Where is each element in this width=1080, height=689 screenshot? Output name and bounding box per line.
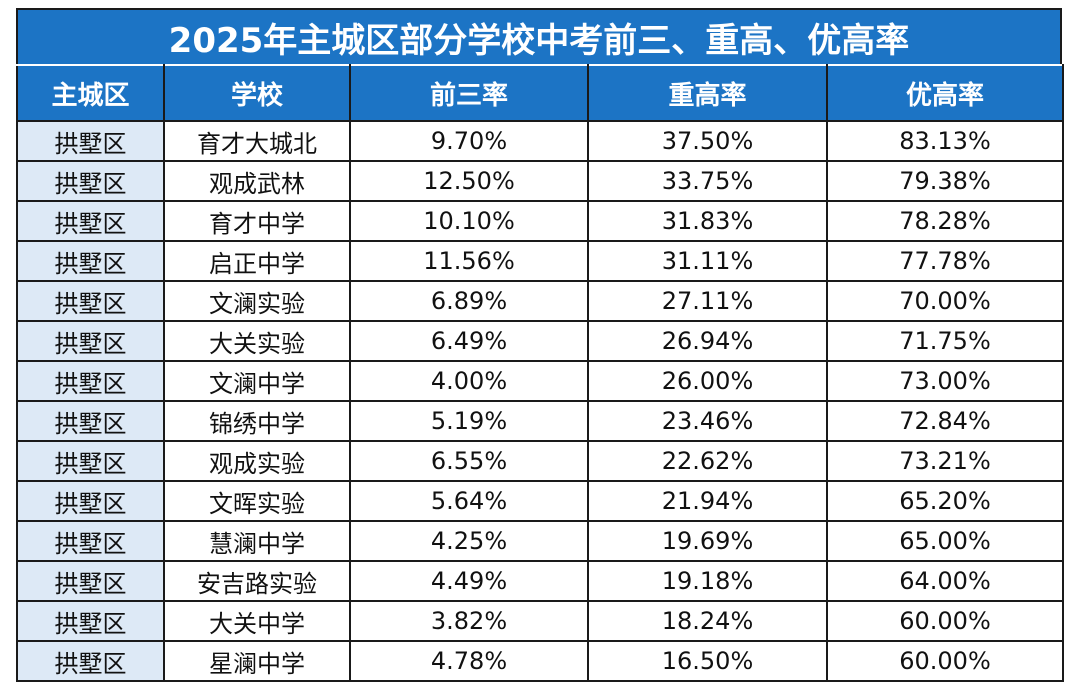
key-high-rate-cell: 22.62% (587, 440, 828, 482)
quality-high-rate-cell: 64.00% (826, 560, 1064, 602)
quality-high-rate-cell: 83.13% (826, 120, 1064, 162)
table-row: 拱墅区 锦绣中学 5.19% 23.46% 72.84% (16, 400, 1064, 442)
column-header-top3-rate: 前三率 (349, 64, 589, 122)
quality-high-rate-cell: 71.75% (826, 320, 1064, 362)
column-header-school: 学校 (163, 64, 351, 122)
top3-rate-cell: 6.49% (349, 320, 589, 362)
report-card: 2025年主城区部分学校中考前三、重高、优高率 主城区 学校 前三率 重高率 优… (16, 8, 1064, 682)
district-cell: 拱墅区 (16, 400, 165, 442)
district-cell: 拱墅区 (16, 120, 165, 162)
table-row: 拱墅区 育才大城北 9.70% 37.50% 83.13% (16, 120, 1064, 162)
district-cell: 拱墅区 (16, 560, 165, 602)
table-row: 拱墅区 星澜中学 4.78% 16.50% 60.00% (16, 640, 1064, 682)
quality-high-rate-cell: 72.84% (826, 400, 1064, 442)
top3-rate-cell: 5.19% (349, 400, 589, 442)
quality-high-rate-cell: 65.20% (826, 480, 1064, 522)
district-cell: 拱墅区 (16, 480, 165, 522)
top3-rate-cell: 4.25% (349, 520, 589, 562)
key-high-rate-cell: 26.00% (587, 360, 828, 402)
district-cell: 拱墅区 (16, 640, 165, 682)
table-row: 拱墅区 大关中学 3.82% 18.24% 60.00% (16, 600, 1064, 642)
school-cell: 文澜中学 (163, 360, 351, 402)
quality-high-rate-cell: 79.38% (826, 160, 1064, 202)
district-cell: 拱墅区 (16, 280, 165, 322)
quality-high-rate-cell: 78.28% (826, 200, 1064, 242)
school-cell: 慧澜中学 (163, 520, 351, 562)
school-cell: 观成武林 (163, 160, 351, 202)
quality-high-rate-cell: 70.00% (826, 280, 1064, 322)
quality-high-rate-cell: 73.21% (826, 440, 1064, 482)
column-header-quality-high-rate: 优高率 (826, 64, 1064, 122)
school-cell: 育才中学 (163, 200, 351, 242)
district-cell: 拱墅区 (16, 600, 165, 642)
school-cell: 文晖实验 (163, 480, 351, 522)
top3-rate-cell: 4.49% (349, 560, 589, 602)
table-header-row: 主城区 学校 前三率 重高率 优高率 (16, 64, 1064, 122)
column-header-district: 主城区 (16, 64, 165, 122)
quality-high-rate-cell: 73.00% (826, 360, 1064, 402)
key-high-rate-cell: 18.24% (587, 600, 828, 642)
school-cell: 观成实验 (163, 440, 351, 482)
key-high-rate-cell: 27.11% (587, 280, 828, 322)
rates-table: 主城区 学校 前三率 重高率 优高率 拱墅区 育才大城北 9.70% 37.50… (16, 64, 1064, 682)
table-row: 拱墅区 文晖实验 5.64% 21.94% 65.20% (16, 480, 1064, 522)
district-cell: 拱墅区 (16, 440, 165, 482)
key-high-rate-cell: 19.18% (587, 560, 828, 602)
district-cell: 拱墅区 (16, 240, 165, 282)
quality-high-rate-cell: 77.78% (826, 240, 1064, 282)
key-high-rate-cell: 26.94% (587, 320, 828, 362)
column-header-key-high-rate: 重高率 (587, 64, 828, 122)
school-cell: 星澜中学 (163, 640, 351, 682)
key-high-rate-cell: 31.83% (587, 200, 828, 242)
school-cell: 启正中学 (163, 240, 351, 282)
district-cell: 拱墅区 (16, 520, 165, 562)
top3-rate-cell: 12.50% (349, 160, 589, 202)
school-cell: 文澜实验 (163, 280, 351, 322)
top3-rate-cell: 9.70% (349, 120, 589, 162)
page-title: 2025年主城区部分学校中考前三、重高、优高率 (16, 8, 1062, 64)
table-row: 拱墅区 文澜实验 6.89% 27.11% 70.00% (16, 280, 1064, 322)
key-high-rate-cell: 37.50% (587, 120, 828, 162)
key-high-rate-cell: 16.50% (587, 640, 828, 682)
school-cell: 大关实验 (163, 320, 351, 362)
table-row: 拱墅区 大关实验 6.49% 26.94% 71.75% (16, 320, 1064, 362)
top3-rate-cell: 11.56% (349, 240, 589, 282)
top3-rate-cell: 3.82% (349, 600, 589, 642)
top3-rate-cell: 6.55% (349, 440, 589, 482)
quality-high-rate-cell: 65.00% (826, 520, 1064, 562)
top3-rate-cell: 4.78% (349, 640, 589, 682)
key-high-rate-cell: 21.94% (587, 480, 828, 522)
table-body: 拱墅区 育才大城北 9.70% 37.50% 83.13% 拱墅区 观成武林 1… (16, 120, 1064, 682)
key-high-rate-cell: 19.69% (587, 520, 828, 562)
top3-rate-cell: 10.10% (349, 200, 589, 242)
table-row: 拱墅区 育才中学 10.10% 31.83% 78.28% (16, 200, 1064, 242)
quality-high-rate-cell: 60.00% (826, 600, 1064, 642)
top3-rate-cell: 5.64% (349, 480, 589, 522)
school-cell: 锦绣中学 (163, 400, 351, 442)
table-row: 拱墅区 观成实验 6.55% 22.62% 73.21% (16, 440, 1064, 482)
key-high-rate-cell: 33.75% (587, 160, 828, 202)
school-cell: 大关中学 (163, 600, 351, 642)
table-row: 拱墅区 慧澜中学 4.25% 19.69% 65.00% (16, 520, 1064, 562)
top3-rate-cell: 6.89% (349, 280, 589, 322)
table-row: 拱墅区 安吉路实验 4.49% 19.18% 64.00% (16, 560, 1064, 602)
key-high-rate-cell: 23.46% (587, 400, 828, 442)
school-cell: 育才大城北 (163, 120, 351, 162)
table-row: 拱墅区 文澜中学 4.00% 26.00% 73.00% (16, 360, 1064, 402)
key-high-rate-cell: 31.11% (587, 240, 828, 282)
top3-rate-cell: 4.00% (349, 360, 589, 402)
district-cell: 拱墅区 (16, 360, 165, 402)
district-cell: 拱墅区 (16, 160, 165, 202)
school-cell: 安吉路实验 (163, 560, 351, 602)
district-cell: 拱墅区 (16, 320, 165, 362)
quality-high-rate-cell: 60.00% (826, 640, 1064, 682)
table-row: 拱墅区 启正中学 11.56% 31.11% 77.78% (16, 240, 1064, 282)
district-cell: 拱墅区 (16, 200, 165, 242)
table-row: 拱墅区 观成武林 12.50% 33.75% 79.38% (16, 160, 1064, 202)
